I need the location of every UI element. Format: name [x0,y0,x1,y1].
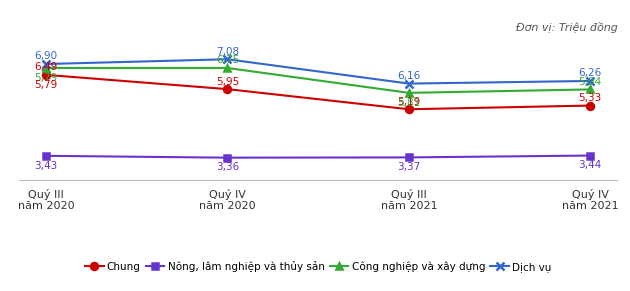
Text: 6,16: 6,16 [397,71,420,81]
Line: Chung: Chung [43,71,593,113]
Dịch vụ [405,82,413,85]
Nông, lâm nghiệp và thủy sản [587,154,594,157]
Text: 5,79: 5,79 [35,73,58,83]
Text: 6,49: 6,49 [35,62,58,72]
Chung [587,104,594,107]
Dịch vụ [587,79,594,83]
Công nghiệp và xây dựng [42,66,50,70]
Text: 3,44: 3,44 [578,160,602,170]
Text: 5,81: 5,81 [397,97,420,108]
Công nghiệp và xây dựng [405,91,413,95]
Dịch vụ [42,62,50,66]
Text: 5,33: 5,33 [578,93,602,103]
Text: 5,95: 5,95 [216,77,239,86]
Text: 5,94: 5,94 [578,77,602,87]
Công nghiệp và xây dựng [224,66,231,70]
Text: 6,26: 6,26 [578,68,602,78]
Text: 3,36: 3,36 [216,162,239,173]
Công nghiệp và xây dựng [587,88,594,91]
Nông, lâm nghiệp và thủy sản [405,156,413,159]
Line: Công nghiệp và xây dựng: Công nghiệp và xây dựng [43,65,593,96]
Dịch vụ [224,58,231,61]
Legend: Chung, Nông, lâm nghiệp và thủy sản, Công nghiệp và xây dựng, Dịch vụ: Chung, Nông, lâm nghiệp và thủy sản, Côn… [85,261,551,272]
Text: 5,79: 5,79 [35,80,58,90]
Text: 6,75: 6,75 [216,55,239,65]
Text: 7,08: 7,08 [216,47,239,57]
Chung [42,73,50,77]
Text: 3,37: 3,37 [397,162,420,172]
Nông, lâm nghiệp và thủy sản [42,154,50,157]
Text: 5,19: 5,19 [397,97,420,107]
Text: Đơn vị: Triệu đồng: Đơn vị: Triệu đồng [515,22,617,33]
Line: Dịch vụ: Dịch vụ [42,55,594,88]
Text: 6,90: 6,90 [35,52,58,61]
Chung [405,107,413,111]
Nông, lâm nghiệp và thủy sản [224,156,231,159]
Chung [224,87,231,91]
Text: 3,43: 3,43 [35,161,58,171]
Line: Nông, lâm nghiệp và thủy sản: Nông, lâm nghiệp và thủy sản [43,152,593,161]
